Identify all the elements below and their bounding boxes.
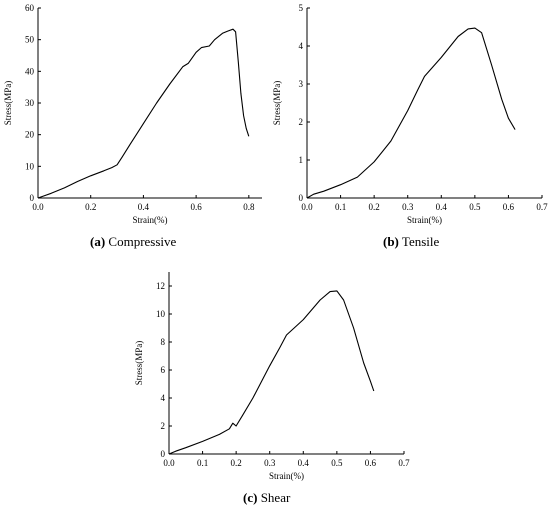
x-axis-label: Strain(%) — [269, 471, 304, 481]
y-tick-label: 2 — [161, 421, 166, 431]
y-tick-label: 8 — [161, 337, 166, 347]
x-tick-label: 0.1 — [197, 458, 208, 468]
y-axis-label: Stress(MPa) — [3, 81, 13, 126]
x-tick-label: 0.0 — [301, 202, 313, 212]
y-tick-label: 12 — [156, 281, 165, 291]
y-tick-label: 50 — [25, 35, 35, 45]
x-tick-label: 0.0 — [163, 458, 175, 468]
x-tick-label: 0.5 — [469, 202, 481, 212]
x-tick-label: 0.3 — [402, 202, 414, 212]
caption-tensile: (b) Tensile — [383, 234, 439, 250]
stress-strain-curve — [306, 27, 516, 199]
caption-letter: (b) — [383, 234, 399, 249]
y-tick-label: 0 — [30, 193, 35, 203]
stress-strain-curve — [168, 290, 375, 455]
caption-compressive: (a) Compressive — [90, 234, 176, 250]
x-tick-label: 0.6 — [503, 202, 515, 212]
y-tick-label: 60 — [25, 3, 35, 13]
caption-text: Shear — [260, 490, 291, 505]
y-tick-label: 4 — [161, 393, 166, 403]
y-tick-label: 2 — [299, 117, 304, 127]
stress-strain-curve — [37, 28, 250, 199]
y-tick-label: 0 — [299, 193, 304, 203]
y-axis-label: Stress(MPa) — [272, 81, 282, 126]
y-tick-label: 4 — [299, 41, 304, 51]
x-tick-label: 0.8 — [243, 202, 255, 212]
x-tick-label: 0.4 — [436, 202, 448, 212]
x-tick-label: 0.4 — [138, 202, 150, 212]
x-tick-label: 0.2 — [369, 202, 380, 212]
x-tick-label: 0.7 — [398, 458, 410, 468]
caption-text: Compressive — [108, 234, 177, 249]
y-tick-label: 5 — [299, 3, 304, 13]
caption-text: Tensile — [401, 234, 440, 249]
y-tick-label: 1 — [299, 155, 304, 165]
x-tick-label: 0.5 — [331, 458, 343, 468]
x-tick-label: 0.2 — [231, 458, 242, 468]
x-tick-label: 0.1 — [335, 202, 346, 212]
x-tick-label: 0.6 — [365, 458, 377, 468]
caption-letter: (c) — [243, 490, 258, 505]
x-tick-label: 0.6 — [190, 202, 202, 212]
y-tick-label: 20 — [25, 130, 35, 140]
y-axis-label: Stress(MPa) — [134, 341, 144, 386]
y-tick-label: 30 — [25, 98, 35, 108]
caption-shear: (c) Shear — [243, 490, 290, 506]
x-tick-label: 0.0 — [32, 202, 44, 212]
x-tick-label: 0.4 — [298, 458, 310, 468]
y-tick-label: 6 — [161, 365, 166, 375]
x-tick-label: 0.7 — [536, 202, 548, 212]
x-axis-label: Strain(%) — [133, 215, 168, 225]
y-tick-label: 10 — [156, 309, 166, 319]
x-tick-label: 0.2 — [85, 202, 96, 212]
caption-letter: (a) — [90, 234, 106, 249]
y-tick-label: 10 — [25, 161, 35, 171]
y-tick-label: 40 — [25, 66, 35, 76]
x-tick-label: 0.3 — [264, 458, 276, 468]
y-tick-label: 3 — [299, 79, 304, 89]
x-axis-label: Strain(%) — [407, 215, 442, 225]
y-tick-label: 0 — [161, 449, 166, 459]
